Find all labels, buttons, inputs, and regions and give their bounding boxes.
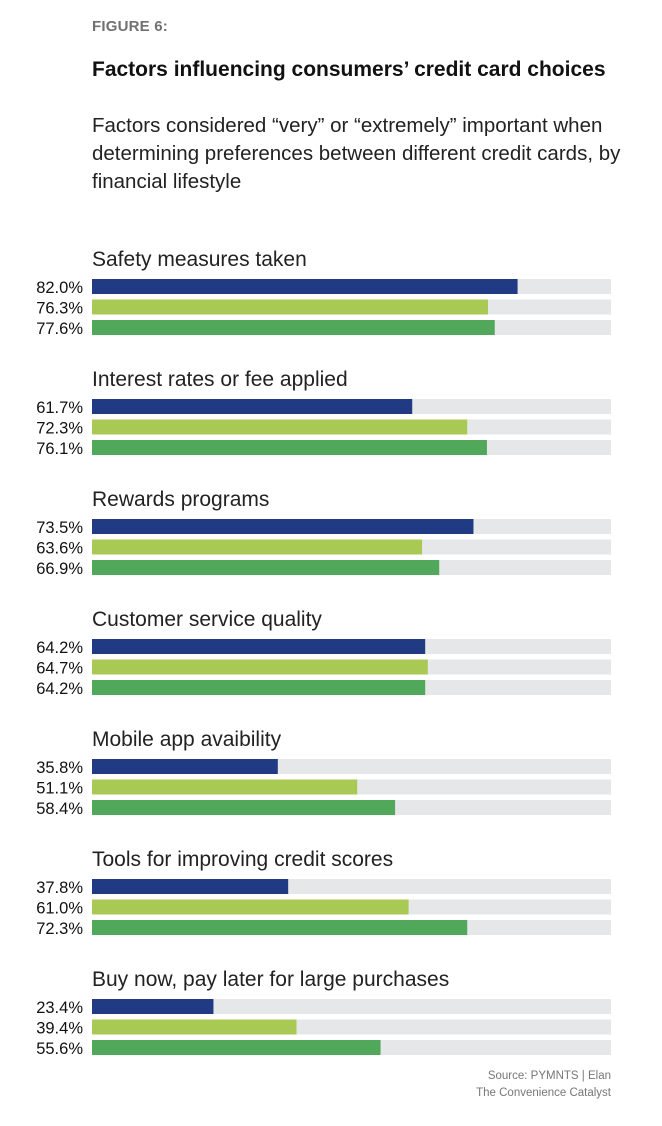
category-label: Rewards programs xyxy=(92,488,269,511)
value-label: 35.8% xyxy=(36,759,83,777)
chart-subtitle: Factors considered “very” or “extremely”… xyxy=(92,114,621,193)
value-label: 64.2% xyxy=(36,639,83,657)
category-group: Tools for improving credit scores 37.8% 61… xyxy=(36,848,611,938)
bar xyxy=(92,680,426,695)
value-label: 23.4% xyxy=(36,999,83,1017)
bar xyxy=(92,1019,297,1035)
bar xyxy=(92,320,495,335)
bar xyxy=(92,999,214,1014)
bar xyxy=(92,440,487,455)
value-label: 73.5% xyxy=(36,519,83,537)
value-label: 63.6% xyxy=(36,540,83,558)
bar xyxy=(92,659,428,675)
bar xyxy=(92,879,289,894)
value-label: 39.4% xyxy=(36,1020,83,1038)
bar xyxy=(92,920,468,935)
bar xyxy=(92,519,474,534)
category-group: Mobile app avaibility 35.8% 51.1% 58.4% xyxy=(36,728,611,818)
bar xyxy=(92,299,488,315)
bar xyxy=(92,899,409,915)
bar xyxy=(92,639,426,654)
value-label: 72.3% xyxy=(36,920,83,938)
value-label: 37.8% xyxy=(36,879,83,897)
category-group: Buy now, pay later for large purchases 23… xyxy=(36,968,611,1058)
category-group: Safety measures taken 82.0% 76.3% 77.6% xyxy=(36,248,611,338)
bar xyxy=(92,560,440,575)
value-label: 61.7% xyxy=(36,399,83,417)
value-label: 64.2% xyxy=(36,680,83,698)
category-label: Safety measures taken xyxy=(92,248,307,271)
bar xyxy=(92,539,423,555)
category-label: Tools for improving credit scores xyxy=(92,848,393,871)
category-label: Interest rates or fee applied xyxy=(92,368,348,391)
value-label: 82.0% xyxy=(36,279,83,297)
chart-title: Factors influencing consumers’ credit ca… xyxy=(92,58,606,81)
category-group: Rewards programs 73.5% 63.6% 66.9% xyxy=(36,488,611,578)
source-note: Source: PYMNTS | Elan The Convenience Ca… xyxy=(476,1068,611,1102)
bar-track xyxy=(92,999,611,1014)
category-label: Customer service quality xyxy=(92,608,322,631)
value-label: 66.9% xyxy=(36,560,83,578)
bar xyxy=(92,399,413,414)
figure-label: FIGURE 6: xyxy=(92,18,168,35)
category-label: Buy now, pay later for large purchases xyxy=(92,968,449,991)
bar xyxy=(92,800,396,815)
value-label: 76.3% xyxy=(36,300,83,318)
value-label: 61.0% xyxy=(36,900,83,918)
value-label: 72.3% xyxy=(36,420,83,438)
value-label: 55.6% xyxy=(36,1040,83,1058)
bar xyxy=(92,1040,381,1055)
bar xyxy=(92,419,468,435)
source-line: Source: PYMNTS | Elan xyxy=(487,1070,611,1082)
value-label: 58.4% xyxy=(36,800,83,818)
value-label: 77.6% xyxy=(36,320,83,338)
category-label: Mobile app avaibility xyxy=(92,728,282,751)
bar xyxy=(92,759,278,774)
value-label: 64.7% xyxy=(36,660,83,678)
bar xyxy=(92,279,518,294)
value-label: 76.1% xyxy=(36,440,83,458)
value-label: 51.1% xyxy=(36,780,83,798)
category-group: Interest rates or fee applied 61.7% 72.3% 7… xyxy=(36,368,611,458)
category-group: Customer service quality 64.2% 64.7% 64.2% xyxy=(36,608,611,698)
bar xyxy=(92,779,358,795)
publication-line: The Convenience Catalyst xyxy=(476,1087,611,1099)
